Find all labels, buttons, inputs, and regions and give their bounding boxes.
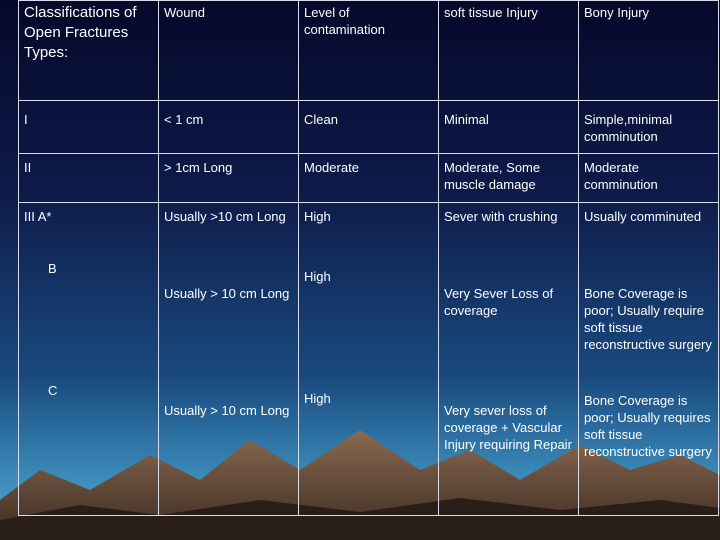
data-cell: Usually >10 cm Long xyxy=(164,209,286,224)
header-cell: Wound xyxy=(164,5,205,20)
row-label: I xyxy=(24,112,28,127)
data-cell: Moderate, Some muscle damage xyxy=(444,160,541,192)
data-cell: > 1cm Long xyxy=(164,160,233,175)
column-line xyxy=(718,0,719,515)
data-cell: Very Sever Loss of coverage xyxy=(444,286,554,318)
data-cell: Moderate comminution xyxy=(584,160,658,192)
header-cell: Classifications of Open Fractures Types: xyxy=(24,4,137,61)
column-line xyxy=(298,0,299,515)
data-cell: Moderate xyxy=(304,160,359,175)
row-label: C xyxy=(48,383,58,398)
row-line xyxy=(18,100,719,101)
header-cell: Level of contamination xyxy=(304,5,385,37)
data-cell: Bone Coverage is poor; Usually requires … xyxy=(584,393,712,459)
data-cell: Usually comminuted xyxy=(584,209,702,224)
data-cell: High xyxy=(304,209,331,224)
data-cell: Usually > 10 cm Long xyxy=(164,286,290,301)
data-cell: High xyxy=(304,391,331,406)
header-cell: Bony Injury xyxy=(584,5,650,20)
data-cell: Usually > 10 cm Long xyxy=(164,403,290,418)
row-line xyxy=(18,0,719,1)
data-cell: Clean xyxy=(304,112,338,127)
row-label: B xyxy=(48,261,57,276)
data-cell: Simple,minimal comminution xyxy=(584,112,673,144)
row-line xyxy=(18,202,719,203)
column-line xyxy=(158,0,159,515)
data-cell: Bone Coverage is poor; Usually require s… xyxy=(584,286,712,352)
data-cell: High xyxy=(304,269,331,284)
data-cell: Sever with crushing xyxy=(444,209,558,224)
row-line xyxy=(18,153,719,154)
row-line xyxy=(18,515,719,516)
row-label: II xyxy=(24,160,32,175)
header-cell: soft tissue Injury xyxy=(444,5,538,20)
data-cell: Minimal xyxy=(444,112,489,127)
data-cell: Very sever loss of coverage + Vascular I… xyxy=(444,403,572,452)
column-line xyxy=(18,0,19,515)
data-cell: < 1 cm xyxy=(164,112,204,127)
row-label: III A* xyxy=(24,209,52,224)
column-line xyxy=(578,0,579,515)
column-line xyxy=(438,0,439,515)
